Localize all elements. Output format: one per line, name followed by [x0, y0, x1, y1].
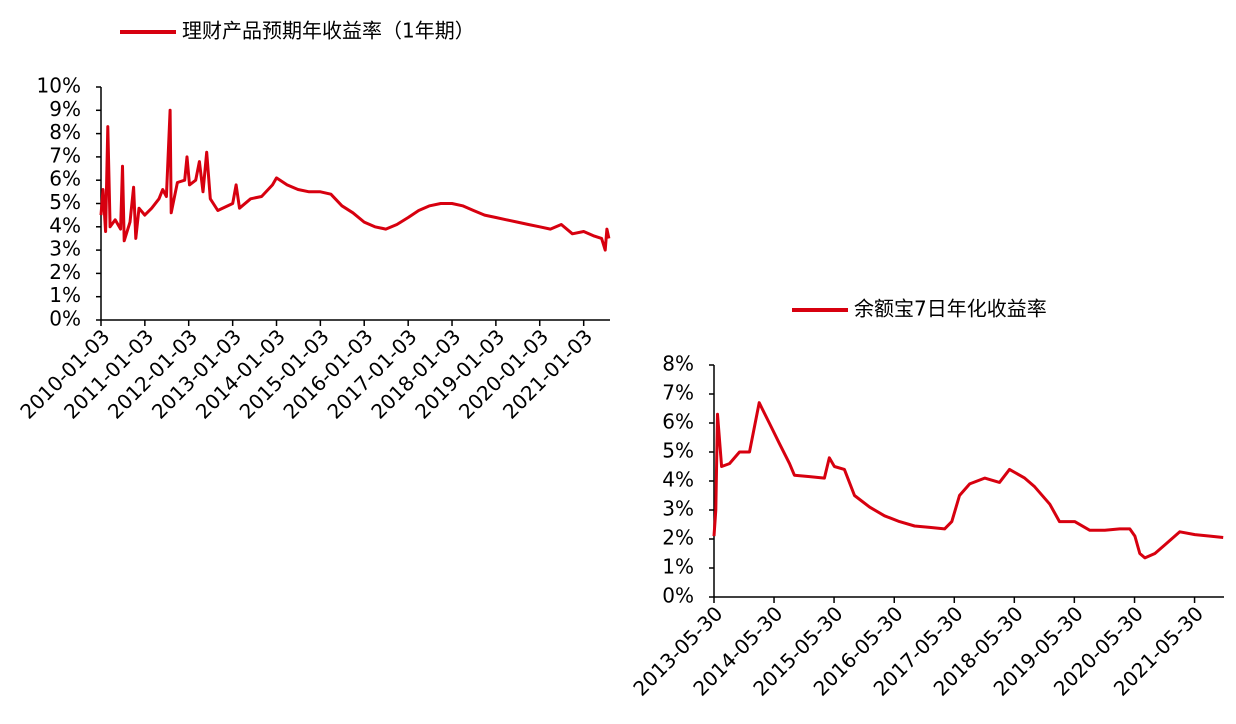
y-tick-label: 2% [49, 260, 81, 284]
y-tick-label: 7% [49, 143, 81, 167]
y-tick-label: 5% [49, 190, 81, 214]
legend-label: 余额宝7日年化收益率 [854, 297, 1047, 321]
y-tick-label: 3% [49, 237, 81, 261]
y-tick-label: 9% [49, 97, 81, 121]
y-tick-label: 8% [49, 120, 81, 144]
y-tick-label: 10% [37, 74, 81, 98]
y-tick-label: 0% [662, 584, 694, 608]
y-tick-label: 4% [49, 213, 81, 237]
y-tick-label: 5% [662, 439, 694, 463]
legend-label: 理财产品预期年收益率（1年期） [182, 19, 475, 43]
y-tick-label: 6% [49, 167, 81, 191]
y-tick-label: 1% [662, 555, 694, 579]
data-line [99, 108, 611, 252]
data-line [712, 401, 1224, 560]
y-tick-label: 4% [662, 468, 694, 492]
y-tick-label: 1% [49, 283, 81, 307]
y-tick-label: 6% [662, 410, 694, 434]
y-tick-label: 2% [662, 526, 694, 550]
y-tick-label: 3% [662, 497, 694, 521]
y-tick-label: 0% [49, 307, 81, 331]
y-tick-label: 7% [662, 381, 694, 405]
y-tick-label: 8% [662, 352, 694, 376]
